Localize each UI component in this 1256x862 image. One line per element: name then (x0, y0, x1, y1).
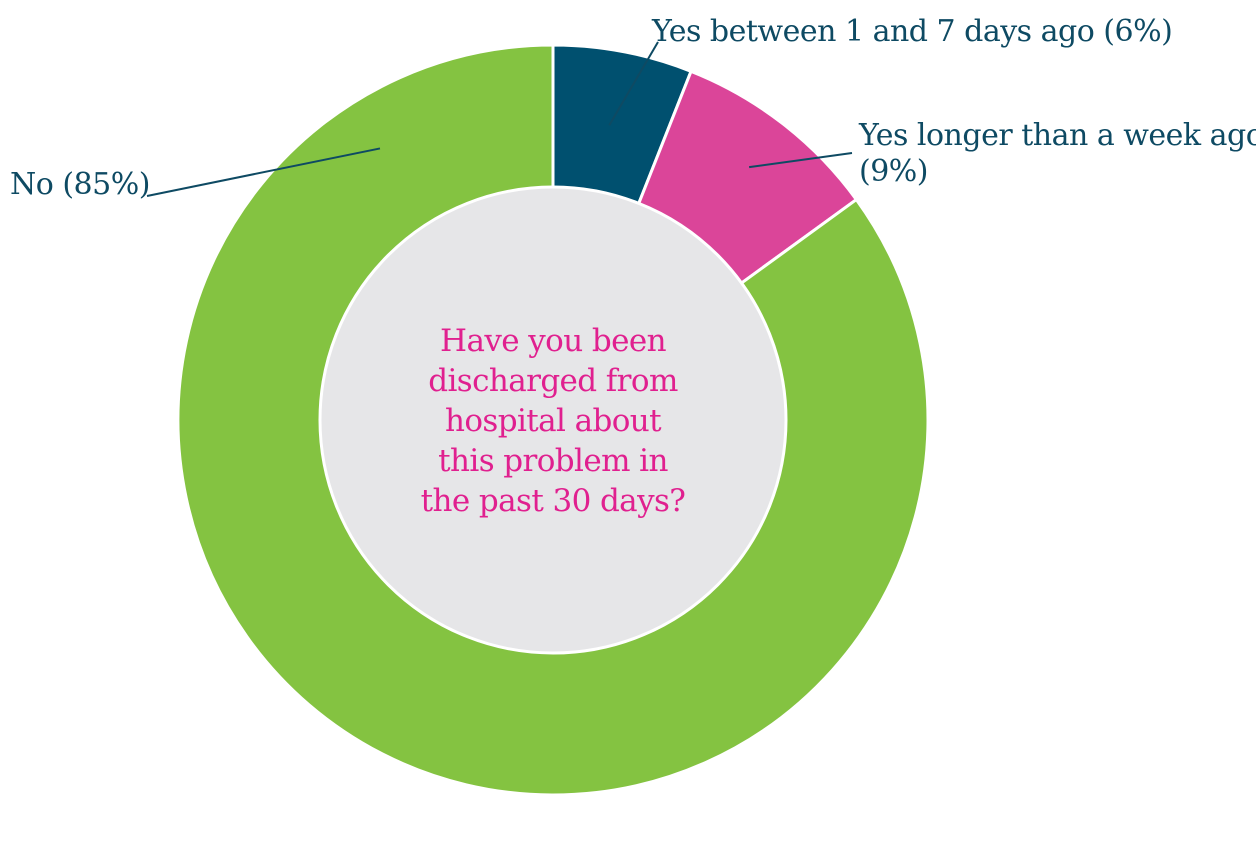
leader-line-2 (748, 152, 853, 169)
slice-label-3: No (85%) (10, 167, 150, 202)
slice-labels: Yes between 1 and 7 days ago (6%) Yes lon… (10, 14, 1256, 202)
center-disc (318, 185, 788, 655)
chart-title-line: Have you been (440, 323, 667, 359)
chart-title: Have you been discharged from hospital abo… (421, 323, 686, 519)
slice-label-2: Yes longer than a week ago (9%) (858, 118, 1256, 189)
leader-line-1 (608, 41, 659, 126)
leader-line-3 (146, 147, 381, 197)
slice-label-1: Yes between 1 and 7 days ago (6%) (651, 14, 1172, 49)
chart-title-line: hospital about (445, 403, 662, 439)
chart-title-line: the past 30 days? (421, 483, 686, 519)
chart-title-line: discharged from (428, 363, 678, 399)
chart-title-line: this problem in (438, 443, 668, 479)
leader-lines (146, 41, 853, 197)
